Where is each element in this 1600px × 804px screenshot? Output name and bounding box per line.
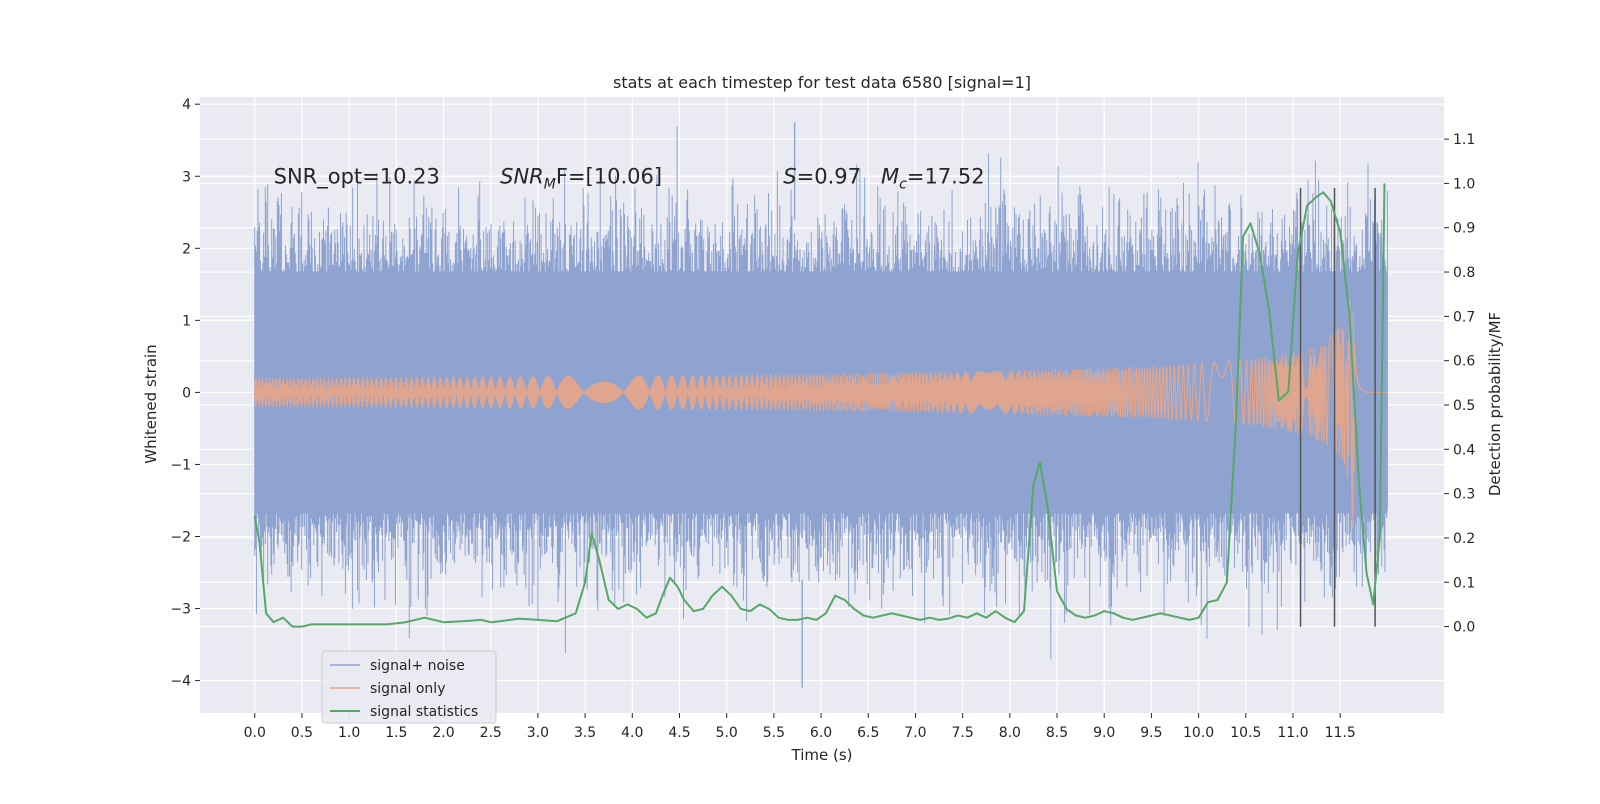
- signal-statistics-series: [253, 183, 1386, 628]
- x-tick-label: 4.0: [621, 725, 643, 741]
- x-tick-label: 5.5: [763, 725, 785, 741]
- legend: signal+ noise signal only signal statistic…: [321, 650, 497, 724]
- x-tick-label: 2.0: [432, 725, 454, 741]
- y-right-tick-label: 0.0: [1453, 620, 1475, 636]
- y-left-tick-label: −1: [170, 457, 191, 473]
- y-left-tick-label: 4: [182, 97, 191, 113]
- y-left-tick-label: −3: [170, 602, 191, 618]
- vertical-markers: [1299, 187, 1376, 627]
- y-right-tick-label: 0.3: [1453, 487, 1475, 503]
- y-left-tick-label: −2: [170, 529, 191, 545]
- y-left-tick-label: 1: [182, 313, 191, 329]
- x-tick-label: 6.0: [810, 725, 832, 741]
- y-right-tick-label: 0.6: [1453, 354, 1475, 370]
- x-axis-label: Time (s): [791, 746, 853, 764]
- y-right-tick-label: 0.8: [1453, 265, 1475, 281]
- x-tick-label: 0.0: [244, 725, 266, 741]
- y-right-tick-label: 1.1: [1453, 132, 1475, 148]
- y-right-tick-label: 0.1: [1453, 575, 1475, 591]
- y-right-tick-label: 0.7: [1453, 309, 1475, 325]
- annotation-snr-mf: SNRMF=[10.06]: [500, 164, 662, 192]
- x-tick-label: 8.5: [1046, 725, 1068, 741]
- x-tick-label: 11.0: [1277, 725, 1308, 741]
- x-tick-label: 7.0: [904, 725, 926, 741]
- x-tick-label: 8.0: [999, 725, 1021, 741]
- legend-box: [321, 650, 497, 724]
- x-tick-label: 9.5: [1140, 725, 1162, 741]
- x-tick-label: 10.0: [1183, 725, 1214, 741]
- x-tick-label: 0.5: [291, 725, 313, 741]
- x-tick-label: 1.0: [338, 725, 360, 741]
- y-left-tick-label: −4: [170, 674, 191, 690]
- x-tick-label: 11.5: [1325, 725, 1356, 741]
- chart-title: stats at each timestep for test data 658…: [613, 73, 1031, 92]
- annotation-s-mc: S=0.97 Mc=17.52: [783, 164, 984, 192]
- y-right-tick-label: 0.9: [1453, 221, 1475, 237]
- annotation-snr-opt: SNR_opt=10.23: [274, 164, 440, 189]
- x-tick-label: 1.5: [385, 725, 407, 741]
- annotations: SNR_opt=10.23 SNRMF=[10.06] S=0.97 Mc=17.5…: [274, 164, 985, 192]
- x-tick-label: 6.5: [857, 725, 879, 741]
- x-tick-label: 4.5: [668, 725, 690, 741]
- signal-statistics-line: [253, 183, 1386, 628]
- y-right-tick-label: 0.2: [1453, 531, 1475, 547]
- y-right-tick-label: 1.0: [1453, 176, 1475, 192]
- x-tick-label: 5.0: [716, 725, 738, 741]
- y-left-tick-label: 2: [182, 241, 191, 257]
- legend-label: signal statistics: [370, 704, 478, 720]
- y-right-tick-label: 0.4: [1453, 442, 1475, 458]
- x-tick-label: 3.5: [574, 725, 596, 741]
- signal-only-line: [254, 298, 1388, 529]
- x-tick-label: 9.0: [1093, 725, 1115, 741]
- y-left-tick-label: 0: [182, 385, 191, 401]
- signal-only-series: [254, 298, 1388, 529]
- x-tick-label: 10.5: [1230, 725, 1261, 741]
- y-right-tick-label: 0.5: [1453, 398, 1475, 414]
- legend-label: signal only: [370, 681, 445, 697]
- y-axis-label-left: Whitened strain: [142, 344, 160, 463]
- x-tick-label: 7.5: [952, 725, 974, 741]
- axes: 0.0 0.5 1.0 1.5 2.0 2.5 3.0 3.5 4.0 4.5 5.0 5.5 6.0 6…: [170, 97, 1475, 741]
- x-tick-label: 3.0: [527, 725, 549, 741]
- y-left-tick-label: 3: [182, 169, 191, 185]
- legend-label: signal+ noise: [370, 658, 465, 674]
- x-tick-label: 2.5: [480, 725, 502, 741]
- y-axis-label-right: Detection probability/MF: [1486, 312, 1504, 496]
